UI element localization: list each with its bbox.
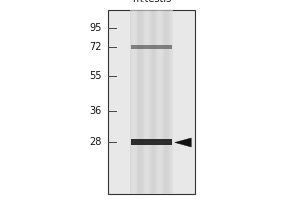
Bar <box>108 10 195 194</box>
Bar <box>172 10 173 194</box>
Bar <box>139 10 140 194</box>
Bar <box>134 10 136 194</box>
Bar <box>143 10 144 194</box>
Bar <box>137 10 139 194</box>
Bar <box>131 139 172 145</box>
Bar <box>167 10 169 194</box>
Text: 28: 28 <box>90 137 102 147</box>
Bar <box>153 10 154 194</box>
Bar <box>163 10 165 194</box>
Bar <box>157 10 159 194</box>
Bar <box>159 10 160 194</box>
Bar <box>164 10 166 194</box>
Bar <box>148 10 150 194</box>
Bar <box>170 10 172 194</box>
Bar <box>130 10 173 194</box>
Text: 95: 95 <box>90 23 102 33</box>
Polygon shape <box>175 138 191 147</box>
Text: 36: 36 <box>90 106 102 116</box>
Bar <box>160 10 162 194</box>
Bar <box>131 10 133 194</box>
Bar <box>130 10 131 194</box>
Text: m.testis: m.testis <box>132 0 171 4</box>
Bar <box>169 10 170 194</box>
Bar <box>156 10 157 194</box>
Text: 72: 72 <box>89 42 102 52</box>
Bar <box>162 10 163 194</box>
Bar <box>166 10 167 194</box>
Bar <box>147 10 148 194</box>
Bar <box>133 10 134 194</box>
Text: 55: 55 <box>89 71 102 81</box>
Bar <box>150 10 152 194</box>
Bar <box>144 10 146 194</box>
Bar <box>136 10 137 194</box>
Bar <box>131 45 172 49</box>
Bar <box>146 10 147 194</box>
Bar <box>141 10 143 194</box>
Bar <box>154 10 156 194</box>
Bar <box>140 10 141 194</box>
Bar <box>152 10 153 194</box>
